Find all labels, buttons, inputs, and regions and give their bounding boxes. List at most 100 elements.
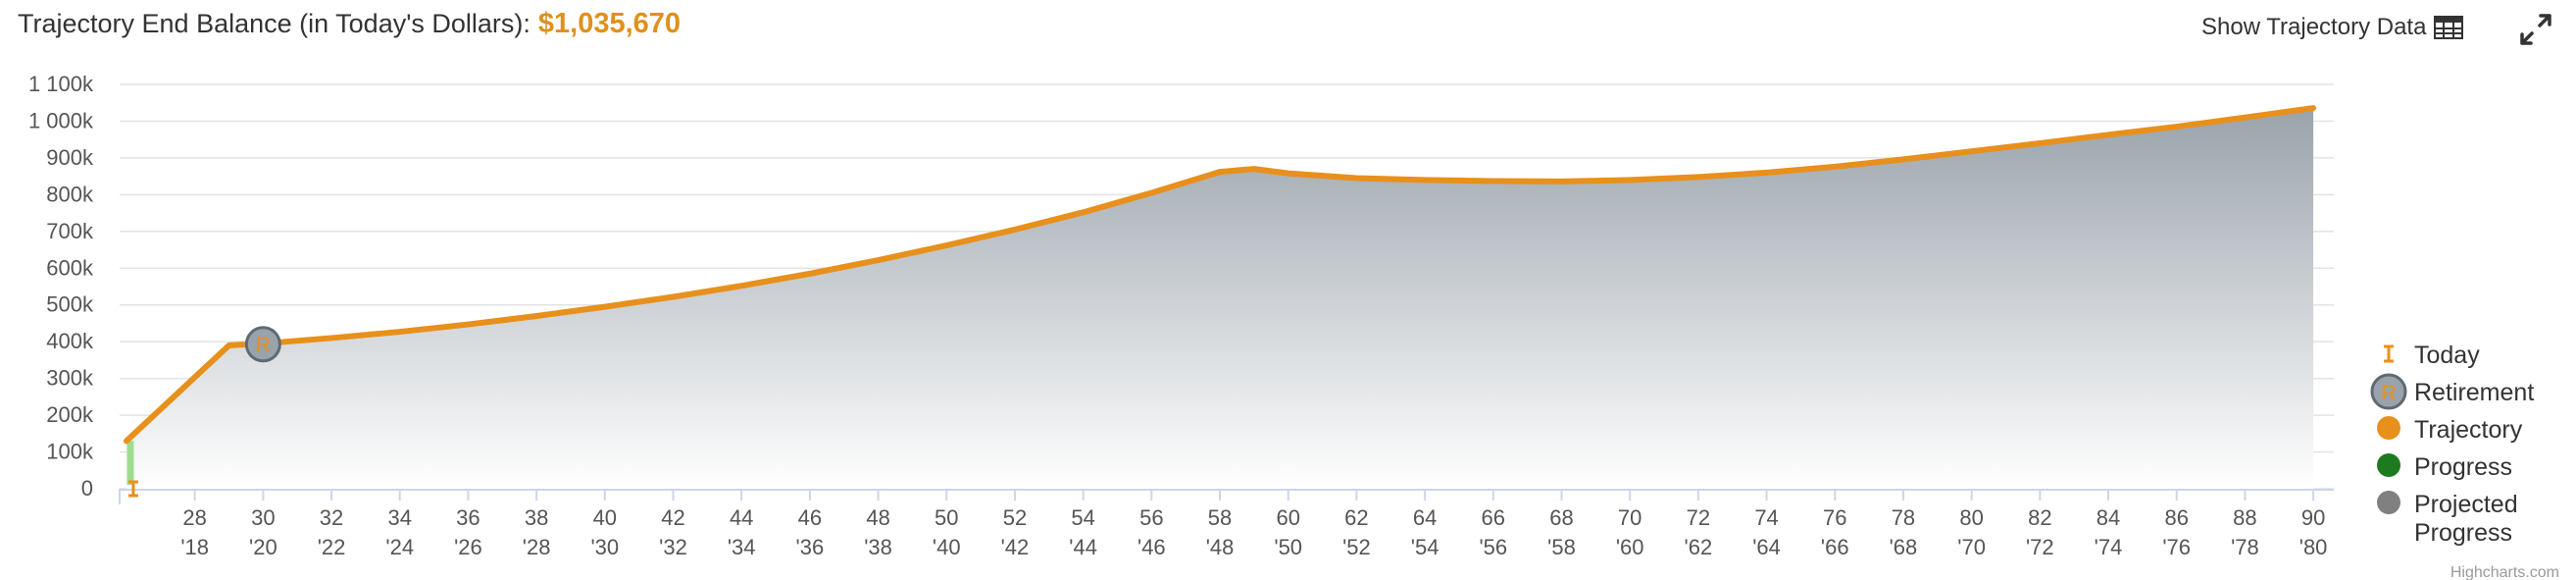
- x-tick-label-age: 40: [593, 505, 617, 530]
- y-tick-label: 300k: [46, 366, 94, 391]
- x-tick-label-year: '52: [1342, 535, 1371, 559]
- x-tick-label-age: 56: [1139, 505, 1163, 530]
- trajectory-area: [126, 108, 2314, 489]
- x-tick-label-year: '42: [1001, 535, 1030, 559]
- legend-item-retirement[interactable]: R Retirement: [2370, 373, 2534, 410]
- x-tick-label-year: '22: [318, 535, 346, 559]
- x-tick-label-year: '60: [1616, 535, 1644, 559]
- legend-label-trajectory: Trajectory: [2414, 416, 2523, 444]
- x-tick-label-year: '32: [659, 535, 687, 559]
- legend-label-progress: Progress: [2414, 453, 2512, 481]
- x-tick-label-year: '58: [1547, 535, 1576, 559]
- y-tick-label: 200k: [46, 402, 94, 427]
- x-tick-label-year: '66: [1821, 535, 1849, 559]
- x-tick-label-age: 80: [1959, 505, 1983, 530]
- x-tick-label-age: 70: [1618, 505, 1642, 530]
- x-tick-label-age: 34: [387, 505, 411, 530]
- legend-item-today[interactable]: Today: [2384, 342, 2480, 369]
- x-tick-label-age: 78: [1892, 505, 1915, 530]
- x-tick-label-year: '38: [864, 535, 892, 559]
- x-tick-label-year: '20: [249, 535, 278, 559]
- x-tick-label-year: '54: [1411, 535, 1440, 559]
- legend-label-retirement: Retirement: [2414, 379, 2534, 406]
- today-marker[interactable]: [127, 480, 138, 498]
- x-tick-label-year: '76: [2162, 535, 2191, 559]
- x-tick-label-year: '64: [1752, 535, 1781, 559]
- x-tick-label-age: 28: [182, 505, 206, 530]
- x-tick-label-year: '78: [2231, 535, 2259, 559]
- x-tick-label-age: 44: [730, 505, 753, 530]
- trajectory-line: [123, 105, 2317, 445]
- y-tick-label: 600k: [46, 255, 94, 280]
- y-tick-label: 100k: [46, 440, 94, 464]
- x-tick-label-age: 62: [1344, 505, 1368, 530]
- x-tick-label-age: 82: [2028, 505, 2051, 530]
- legend-item-trajectory[interactable]: Trajectory: [2377, 416, 2523, 444]
- x-tick-label-age: 50: [934, 505, 958, 530]
- progress-legend-icon: [2377, 453, 2400, 477]
- x-tick-label-age: 76: [1823, 505, 1846, 530]
- x-tick-label-year: '74: [2095, 535, 2123, 559]
- x-tick-label-age: 74: [1754, 505, 1778, 530]
- y-tick-label: 1 000k: [28, 108, 94, 132]
- x-tick-label-year: '28: [523, 535, 551, 559]
- legend-item-projected-progress[interactable]: Projected Progress: [2377, 491, 2525, 547]
- trajectory-legend-icon: [2377, 416, 2400, 440]
- y-tick-label: 700k: [46, 219, 94, 243]
- x-tick-label-year: '18: [180, 535, 209, 559]
- x-tick-label-age: 30: [251, 505, 275, 530]
- y-tick-label: 0: [81, 476, 93, 501]
- end-balance-value: $1,035,670: [537, 8, 682, 39]
- x-tick-label-year: '70: [1957, 535, 1986, 559]
- legend-item-progress[interactable]: Progress: [2377, 453, 2512, 481]
- legend-label-projected-progress: Projected Progress: [2414, 491, 2525, 547]
- svg-text:R: R: [255, 333, 271, 357]
- x-tick-label-age: 72: [1687, 505, 1710, 530]
- x-tick-label-year: '24: [385, 535, 414, 559]
- x-tick-label-age: 88: [2233, 505, 2256, 530]
- today-icon: [2384, 344, 2394, 363]
- x-tick-label-age: 52: [1003, 505, 1027, 530]
- x-tick-label-age: 64: [1413, 505, 1437, 530]
- projected-progress-legend-icon: [2377, 491, 2400, 514]
- x-tick-label-age: 84: [2096, 505, 2120, 530]
- x-tick-label-year: '40: [933, 535, 961, 559]
- legend-label-today: Today: [2414, 342, 2480, 369]
- table-icon: [2434, 16, 2464, 39]
- credits: Highcharts.com: [2450, 564, 2559, 580]
- x-tick-label-age: 58: [1208, 505, 1232, 530]
- show-data-label: Show Trajectory Data: [2201, 14, 2427, 40]
- x-tick-label-year: '48: [1206, 535, 1235, 559]
- y-tick-label: 900k: [46, 145, 94, 170]
- x-tick-label-age: 38: [525, 505, 548, 530]
- y-tick-label: 1 100k: [28, 72, 94, 96]
- x-tick-label-year: '72: [2026, 535, 2054, 559]
- y-tick-label: 500k: [46, 292, 94, 317]
- legend: Today R Retirement Trajectory Progress P…: [2370, 342, 2534, 547]
- x-tick-label-year: '62: [1685, 535, 1713, 559]
- x-tick-label-age: 32: [320, 505, 343, 530]
- x-tick-label-age: 42: [661, 505, 684, 530]
- expand-icon[interactable]: [2516, 10, 2555, 49]
- y-tick-label: 800k: [46, 182, 94, 206]
- retirement-marker[interactable]: R: [244, 326, 281, 363]
- x-tick-label-age: 68: [1549, 505, 1573, 530]
- x-tick-label-year: '68: [1890, 535, 1918, 559]
- x-tick-label-year: '46: [1137, 535, 1166, 559]
- title-text: Trajectory End Balance (in Today's Dolla…: [18, 9, 530, 38]
- x-tick-label-year: '80: [2299, 535, 2328, 559]
- x-tick-label-age: 60: [1276, 505, 1299, 530]
- x-tick-label-year: '44: [1069, 535, 1097, 559]
- retirement-icon: R: [2370, 373, 2407, 410]
- x-tick-label-age: 86: [2164, 505, 2188, 530]
- x-tick-label-age: 54: [1071, 505, 1094, 530]
- x-tick-label-age: 36: [456, 505, 480, 530]
- x-tick-label-year: '50: [1274, 535, 1302, 559]
- x-tick-label-year: '30: [590, 535, 619, 559]
- x-tick-label-year: '34: [728, 535, 756, 559]
- axes: 0 100k 200k 300k 400k 500k 600k 700k 800k 900k 1 0…: [28, 72, 2334, 559]
- x-tick-label-age: 48: [866, 505, 889, 530]
- show-trajectory-data-button[interactable]: Show Trajectory Data: [2201, 14, 2464, 41]
- x-tick-label-age: 90: [2301, 505, 2325, 530]
